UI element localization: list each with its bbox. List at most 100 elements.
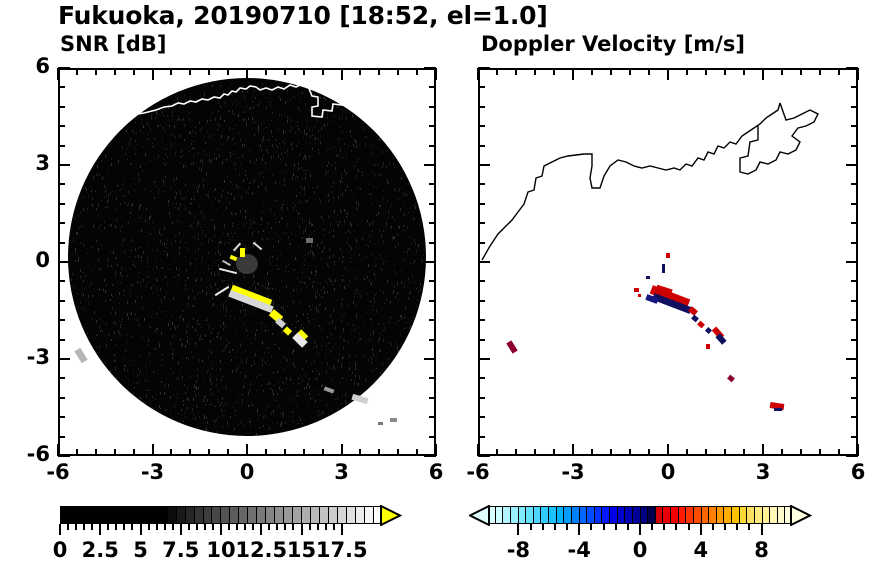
colorbar-cell — [631, 506, 640, 524]
colorbar-cell — [139, 506, 149, 524]
colorbar-cell — [555, 506, 564, 524]
doppler-x-tick-label: 0 — [660, 460, 676, 484]
colorbar-cell — [700, 506, 709, 524]
colorbar-cell — [363, 506, 373, 524]
doppler-x-tick-label: -6 — [466, 460, 490, 484]
colorbar-cell — [776, 506, 785, 524]
snr-x-tick-label: -3 — [140, 460, 165, 484]
colorbar-tick-label: 2.5 — [81, 538, 119, 562]
doppler-clip — [480, 70, 856, 454]
colorbar-cell — [601, 506, 609, 524]
doppler-colorbar-right-arrow-outline — [790, 505, 812, 526]
colorbar-cell — [148, 506, 158, 524]
colorbar-cell — [67, 506, 77, 524]
colorbar-cell — [509, 506, 518, 524]
colorbar-cell — [130, 506, 140, 524]
colorbar-cell — [346, 506, 355, 524]
doppler-colorbar[interactable] — [469, 505, 820, 528]
colorbar-cell — [202, 506, 212, 524]
colorbar-tick-label: 7.5 — [162, 538, 200, 562]
colorbar-tick-label: 17.5 — [315, 538, 368, 562]
snr-plot-area[interactable] — [58, 68, 436, 456]
colorbar-cell — [753, 506, 762, 524]
colorbar-cell — [265, 506, 275, 524]
doppler-x-tick-label: 6 — [850, 460, 866, 484]
snr-x-tick-label: 3 — [334, 460, 349, 484]
snr-echo-far — [390, 418, 397, 422]
snr-clip — [60, 70, 434, 454]
colorbar-cell — [670, 506, 678, 524]
colorbar-cell — [157, 506, 167, 524]
colorbar-cell — [593, 506, 602, 524]
colorbar-cell — [247, 506, 257, 524]
doppler-echo-isolated — [638, 294, 641, 297]
colorbar-cell — [121, 506, 131, 524]
colorbar-cell — [337, 506, 346, 524]
colorbar-cell — [494, 506, 503, 524]
doppler-echo-isolated — [666, 253, 670, 258]
colorbar-cell — [563, 506, 571, 524]
doppler-colorbar-under-arrow — [470, 506, 488, 524]
colorbar-cell — [723, 506, 731, 524]
colorbar-cell — [354, 506, 364, 524]
colorbar-cell — [256, 506, 266, 524]
colorbar-cell — [731, 506, 739, 524]
doppler-echo-isolated — [706, 344, 710, 349]
colorbar-cell — [746, 506, 754, 524]
colorbar-cell — [166, 506, 176, 524]
colorbar-cell — [578, 506, 587, 524]
colorbar-cell — [184, 506, 194, 524]
colorbar-cell — [532, 506, 541, 524]
doppler-coastline — [481, 102, 819, 261]
colorbar-cell — [761, 506, 770, 524]
colorbar-cell — [274, 506, 284, 524]
colorbar-cell — [310, 506, 320, 524]
colorbar-cell — [616, 506, 625, 524]
snr-coastline — [107, 77, 363, 123]
snr-echo-spike — [240, 248, 245, 257]
colorbar-cell — [692, 506, 701, 524]
colorbar-cell — [738, 506, 747, 524]
snr-colorbar-over-arrow — [382, 506, 400, 524]
snr-panel-title: SNR [dB] — [60, 32, 167, 56]
colorbar-tick-label: -8 — [506, 538, 531, 562]
colorbar-tick-label: 12.5 — [235, 538, 288, 562]
colorbar-cell — [662, 506, 670, 524]
doppler-colorbar-over-arrow — [792, 506, 810, 524]
colorbar-cell — [769, 506, 777, 524]
colorbar-cell — [319, 506, 329, 524]
colorbar-tick-label: 5 — [133, 538, 148, 562]
snr-x-tick-label: 0 — [239, 460, 255, 484]
colorbar-cell — [685, 506, 693, 524]
doppler-colorbar-left-arrow-outline — [469, 505, 490, 526]
colorbar-cell — [570, 506, 579, 524]
colorbar-cell — [301, 506, 311, 524]
colorbar-cell — [238, 506, 248, 524]
doppler-echo-isolated — [774, 408, 782, 411]
colorbar-cell — [540, 506, 548, 524]
snr-x-tick-label: -6 — [46, 460, 70, 484]
doppler-echo-isolated — [662, 264, 665, 273]
colorbar-cell — [517, 506, 526, 524]
colorbar-cell — [639, 506, 648, 524]
colorbar-cell — [525, 506, 533, 524]
colorbar-cell — [586, 506, 594, 524]
colorbar-cell — [76, 506, 86, 524]
colorbar-cell — [624, 506, 632, 524]
colorbar-cell — [647, 506, 655, 524]
colorbar-cell — [211, 506, 221, 524]
colorbar-cell — [103, 506, 113, 524]
colorbar-cell — [175, 506, 185, 524]
snr-x-tick-label: 6 — [428, 460, 444, 484]
colorbar-cell — [94, 506, 104, 524]
colorbar-cell — [229, 506, 239, 524]
colorbar-cell — [715, 506, 724, 524]
colorbar-cell — [60, 506, 68, 524]
colorbar-cell — [220, 506, 230, 524]
colorbar-tick-label: 15 — [286, 538, 317, 562]
colorbar-tick-label: 0 — [52, 538, 68, 562]
colorbar-cell — [708, 506, 716, 524]
colorbar-cell — [502, 506, 510, 524]
doppler-plot-area[interactable] — [478, 68, 858, 456]
